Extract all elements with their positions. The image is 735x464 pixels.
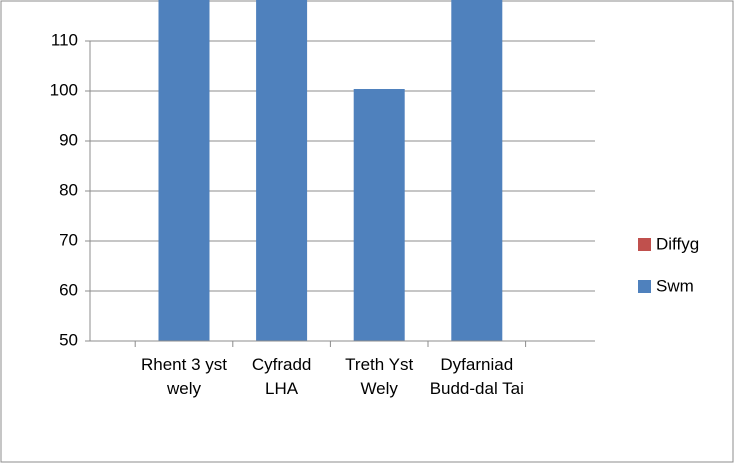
x-tick-label: Treth Yst Wely	[345, 355, 414, 398]
bar	[256, 0, 308, 341]
y-tick-label: 60	[59, 280, 78, 299]
bar	[451, 0, 503, 341]
x-tick-label: Rhent 3 yst wely	[141, 355, 227, 398]
x-tick-label-box: Rhent 3 yst wely	[141, 355, 227, 398]
x-tick-label-box: Cyfradd LHA	[251, 355, 312, 398]
y-tick-label: 110	[51, 30, 78, 49]
y-tick-label: 100	[50, 80, 78, 99]
y-tick-label: 80	[59, 180, 78, 199]
legend-label: Swm	[656, 276, 694, 295]
bar	[158, 0, 210, 341]
x-tick-label: Cyfradd LHA	[251, 355, 312, 398]
y-tick-label: 70	[59, 230, 78, 249]
y-tick-label: 50	[59, 330, 78, 349]
bar	[353, 89, 405, 341]
x-tick-label-box: Dyfarniad Budd-dal Tai	[429, 355, 524, 398]
legend-swatch	[638, 280, 651, 293]
y-tick-label: 90	[59, 130, 78, 149]
legend-swatch	[638, 238, 651, 251]
legend-label: Diffyg	[656, 234, 699, 253]
x-tick-label: Dyfarniad Budd-dal Tai	[429, 355, 524, 398]
x-tick-label-box: Treth Yst Wely	[345, 355, 414, 398]
